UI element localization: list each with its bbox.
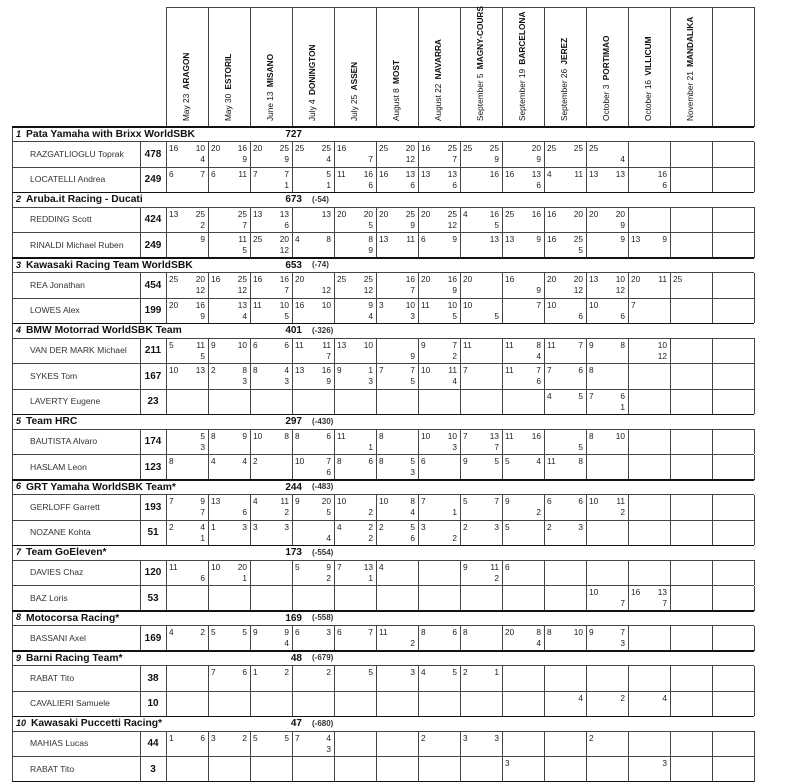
svg-text:September 19 BARCELONA: September 19 BARCELONA [517,12,527,121]
svg-text:July 4 DONINGTON: July 4 DONINGTON [307,44,317,121]
svg-text:July 25 ASSEN: July 25 ASSEN [349,62,359,121]
svg-text:August 22 NAVARRA: August 22 NAVARRA [433,39,443,121]
svg-text:May 23 ARAGON: May 23 ARAGON [181,53,191,121]
svg-text:August 8 MOST: August 8 MOST [391,60,401,121]
svg-text:June 13 MISANO: June 13 MISANO [265,53,275,121]
svg-text:November 21 MANDALIKA: November 21 MANDALIKA [685,17,695,121]
svg-text:September 26 JEREZ: September 26 JEREZ [559,38,569,121]
svg-text:May 30 ESTORIL: May 30 ESTORIL [223,54,233,121]
svg-text:October 3 PORTIMAO: October 3 PORTIMAO [601,35,611,121]
svg-text:September 5 MAGNY-COURS: September 5 MAGNY-COURS [475,6,485,121]
svg-text:October 16 VILLICUM: October 16 VILLICUM [643,36,653,121]
